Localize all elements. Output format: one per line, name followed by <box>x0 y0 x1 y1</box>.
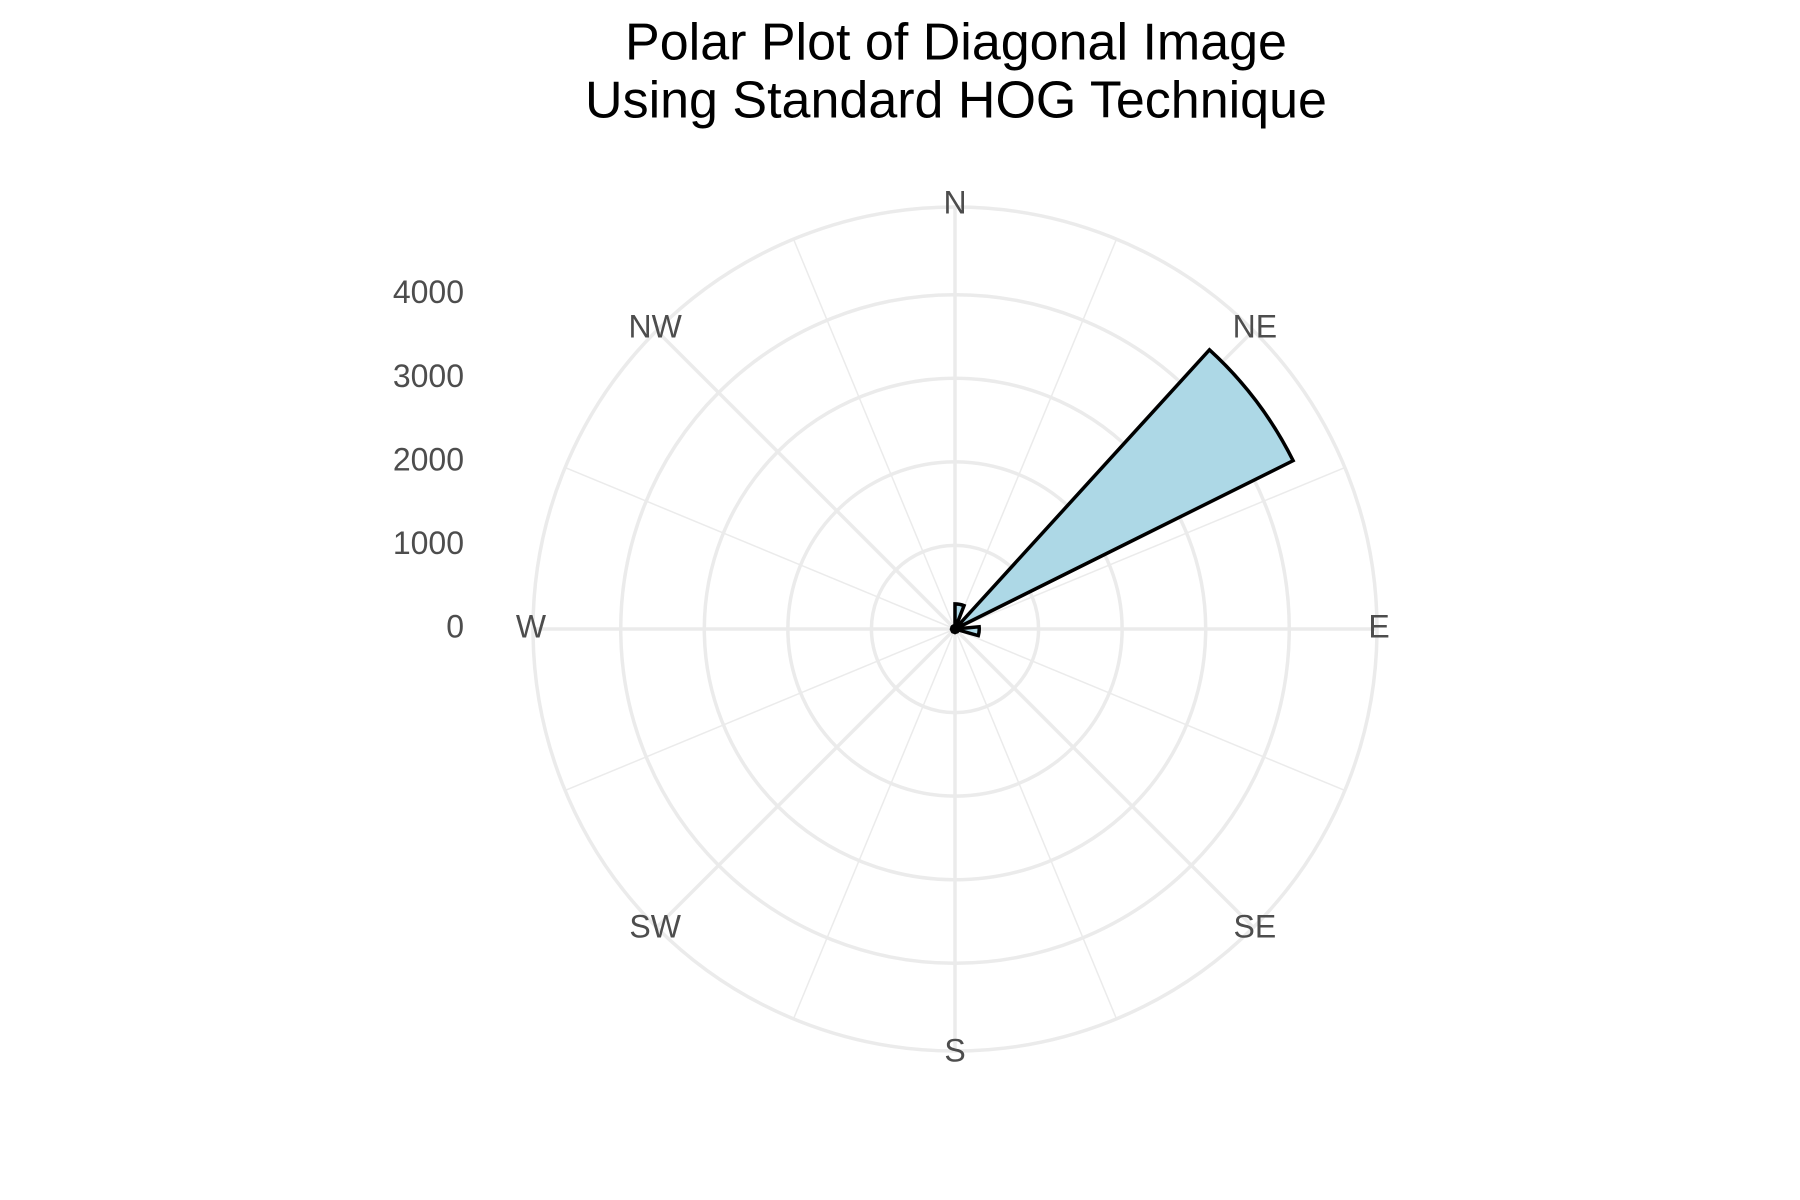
chart-title: Polar Plot of Diagonal Image <box>625 14 1287 72</box>
major-spoke <box>953 627 1255 929</box>
x-tick-label: NW <box>629 309 683 345</box>
x-tick-label: N <box>943 184 966 220</box>
x-tick-label: S <box>944 1032 965 1068</box>
major-spoke <box>655 627 957 929</box>
x-tick-label: NE <box>1233 309 1277 345</box>
y-tick-label: 3000 <box>393 358 464 394</box>
minor-spoke <box>954 238 1118 630</box>
grid-circle <box>786 460 1124 798</box>
major-spoke <box>655 329 957 631</box>
bar <box>954 624 981 638</box>
bar <box>953 347 1296 631</box>
grid-circle <box>618 292 1292 966</box>
outer-circle <box>531 205 1379 1053</box>
minor-spoke <box>564 466 956 630</box>
grid-circle <box>869 543 1041 715</box>
minor-spoke <box>792 628 956 1020</box>
minor-spoke <box>954 466 1346 630</box>
y-tick-label: 0 <box>446 608 464 644</box>
grid-circle <box>702 376 1208 882</box>
minor-spoke <box>954 628 1346 792</box>
y-tick-label: 2000 <box>393 441 464 477</box>
x-tick-label: SE <box>1233 908 1276 944</box>
minor-spoke <box>792 238 956 630</box>
minor-spoke <box>564 628 956 792</box>
y-tick-label: 4000 <box>393 274 464 310</box>
minor-spoke <box>954 628 1118 1020</box>
chart-title: Using Standard HOG Technique <box>585 72 1327 130</box>
x-tick-label: E <box>1368 608 1389 644</box>
bar <box>953 602 967 630</box>
x-tick-label: SW <box>629 908 681 944</box>
y-tick-label: 1000 <box>393 525 464 561</box>
x-tick-label: W <box>516 608 547 644</box>
bar <box>951 624 957 630</box>
